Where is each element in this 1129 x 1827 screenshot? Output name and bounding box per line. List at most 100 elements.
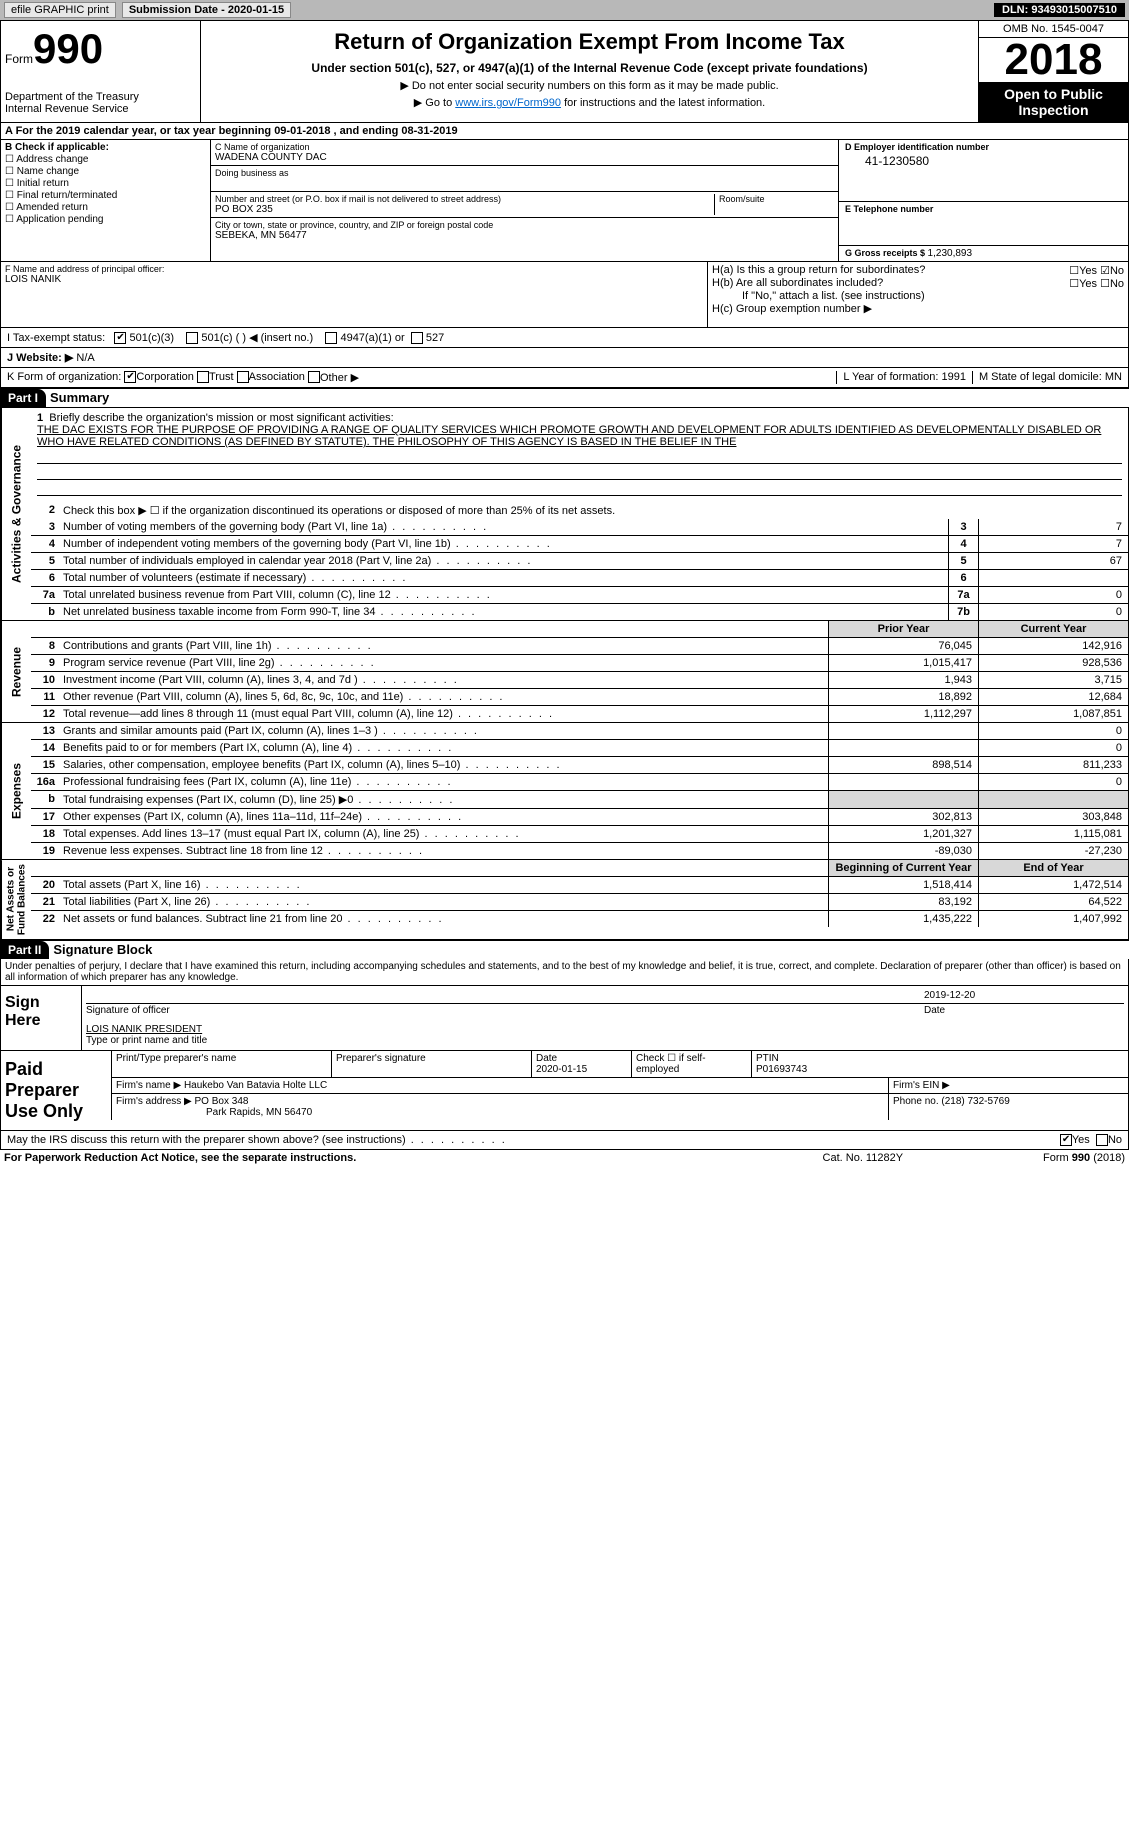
officer-label: F Name and address of principal officer: (5, 264, 703, 274)
addr-label: Number and street (or P.O. box if mail i… (215, 194, 714, 204)
officer-printed: LOIS NANIK PRESIDENT (86, 1024, 1124, 1035)
chk-trust[interactable] (197, 371, 209, 383)
form-word: Form (5, 52, 33, 66)
chk-corp[interactable] (124, 371, 136, 383)
hb-yesno[interactable]: ☐Yes ☐No (1069, 277, 1124, 290)
note-ssn: ▶ Do not enter social security numbers o… (205, 79, 974, 92)
form-number: 990 (33, 25, 103, 72)
ein-label: D Employer identification number (845, 142, 1122, 152)
mission-label: Briefly describe the organization's miss… (49, 412, 393, 424)
preparer-name-label: Print/Type preparer's name (111, 1051, 331, 1077)
paid-preparer-label: Paid Preparer Use Only (1, 1051, 111, 1130)
city-label: City or town, state or province, country… (215, 220, 834, 230)
firm-ein-label: Firm's EIN ▶ (888, 1078, 1128, 1093)
chk-application-pending[interactable]: ☐ Application pending (5, 214, 206, 225)
org-name-label: C Name of organization (215, 142, 834, 152)
vtab-revenue: Revenue (1, 621, 31, 722)
box-b-header: B Check if applicable: (5, 142, 206, 153)
ha-yesno[interactable]: ☐Yes ☑No (1069, 264, 1124, 277)
revenue-block: Revenue Prior YearCurrent Year 8Contribu… (0, 621, 1129, 723)
section-fh: F Name and address of principal officer:… (0, 262, 1129, 328)
governance-block: Activities & Governance 1 Briefly descri… (0, 407, 1129, 621)
footer: For Paperwork Reduction Act Notice, see … (0, 1150, 1129, 1166)
sign-here-label: Sign Here (1, 986, 81, 1050)
firm-addr1: PO Box 348 (195, 1096, 249, 1107)
dln: DLN: 93493015007510 (994, 3, 1125, 17)
prep-date: 2020-01-15 (536, 1064, 587, 1075)
self-employed-check[interactable]: Check ☐ if self-employed (631, 1051, 751, 1077)
mission-text: THE DAC EXISTS FOR THE PURPOSE OF PROVID… (37, 424, 1101, 448)
may-discuss-yesno[interactable]: Yes No (1060, 1134, 1122, 1146)
hb-label: H(b) Are all subordinates included? (712, 277, 1069, 290)
hb-note: If "No," attach a list. (see instruction… (712, 290, 1124, 302)
chk-4947[interactable] (325, 332, 337, 344)
officer-printed-label: Type or print name and title (86, 1035, 1124, 1046)
sig-date-label: Date (924, 1005, 1124, 1016)
ein: 41-1230580 (845, 154, 1122, 168)
sig-date: 2019-12-20 (924, 990, 1124, 1001)
topbar: efile GRAPHIC print Submission Date - 20… (0, 0, 1129, 20)
dept: Department of the Treasury Internal Reve… (5, 91, 196, 115)
city: SEBEKA, MN 56477 (215, 230, 834, 241)
officer-name: LOIS NANIK (5, 274, 703, 285)
expenses-block: Expenses 13Grants and similar amounts pa… (0, 723, 1129, 860)
vtab-expenses: Expenses (1, 723, 31, 859)
dba-label: Doing business as (215, 168, 834, 178)
chk-initial-return[interactable]: ☐ Initial return (5, 178, 206, 189)
chk-501c3[interactable] (114, 332, 126, 344)
ha-label: H(a) Is this a group return for subordin… (712, 264, 1069, 277)
eoy-hdr: End of Year (978, 860, 1128, 876)
tax-status-row: I Tax-exempt status: 501(c)(3) 501(c) ( … (0, 328, 1129, 348)
chk-527[interactable] (411, 332, 423, 344)
chk-501c[interactable] (186, 332, 198, 344)
addr: PO BOX 235 (215, 204, 714, 215)
year-formation: L Year of formation: 1991 (836, 371, 966, 384)
form-title: Return of Organization Exempt From Incom… (205, 29, 974, 55)
website-row: J Website: ▶ N/A (0, 348, 1129, 368)
chk-amended[interactable]: ☐ Amended return (5, 202, 206, 213)
vtab-governance: Activities & Governance (1, 408, 31, 620)
chk-final-return[interactable]: ☐ Final return/terminated (5, 190, 206, 201)
part1-title: Summary (50, 390, 109, 405)
state-domicile: M State of legal domicile: MN (972, 371, 1122, 384)
preparer-sig-label: Preparer's signature (331, 1051, 531, 1077)
boy-hdr: Beginning of Current Year (828, 860, 978, 876)
website-value: N/A (73, 352, 94, 364)
netassets-block: Net Assets or Fund Balances Beginning of… (0, 860, 1129, 940)
gross-receipts-label: G Gross receipts $ (845, 248, 928, 258)
phone-label: E Telephone number (845, 204, 1122, 214)
sig-declaration: Under penalties of perjury, I declare th… (0, 959, 1129, 986)
sig-officer-label: Signature of officer (86, 1005, 924, 1016)
tax-status-label: I Tax-exempt status: (7, 332, 105, 344)
room-label: Room/suite (719, 194, 834, 204)
ptin: P01693743 (756, 1064, 807, 1075)
k-label: K Form of organization: (7, 371, 121, 384)
section-bcdefg: B Check if applicable: ☐ Address change … (0, 140, 1129, 262)
chk-name-change[interactable]: ☐ Name change (5, 166, 206, 177)
may-discuss-row: May the IRS discuss this return with the… (0, 1131, 1129, 1150)
pra-notice: For Paperwork Reduction Act Notice, see … (4, 1152, 356, 1164)
tax-year: 2018 (979, 38, 1128, 82)
efile-button[interactable]: efile GRAPHIC print (4, 2, 116, 18)
org-name: WADENA COUNTY DAC (215, 152, 834, 163)
current-year-hdr: Current Year (978, 621, 1128, 637)
firm-phone: (218) 732-5769 (941, 1096, 1009, 1107)
form-header: Form990 Department of the Treasury Inter… (0, 20, 1129, 123)
chk-other[interactable] (308, 371, 320, 383)
form-subtitle: Under section 501(c), 527, or 4947(a)(1)… (205, 61, 974, 75)
cat-no: Cat. No. 11282Y (823, 1152, 904, 1164)
chk-address-change[interactable]: ☐ Address change (5, 154, 206, 165)
form-footer: Form 990 (2018) (1043, 1152, 1125, 1164)
firm-addr2: Park Rapids, MN 56470 (116, 1107, 312, 1118)
hc-label: H(c) Group exemption number ▶ (712, 302, 1124, 315)
k-row: K Form of organization: Corporation Trus… (0, 368, 1129, 388)
part2-title: Signature Block (53, 942, 152, 957)
irs-link[interactable]: www.irs.gov/Form990 (455, 97, 561, 109)
period-line: A For the 2019 calendar year, or tax yea… (0, 123, 1129, 140)
part1-header: Part I (0, 389, 46, 407)
chk-assoc[interactable] (237, 371, 249, 383)
website-label: J Website: ▶ (7, 352, 73, 364)
vtab-netassets: Net Assets or Fund Balances (1, 860, 31, 939)
gross-receipts: 1,230,893 (928, 248, 973, 259)
part2-header: Part II (0, 941, 49, 959)
